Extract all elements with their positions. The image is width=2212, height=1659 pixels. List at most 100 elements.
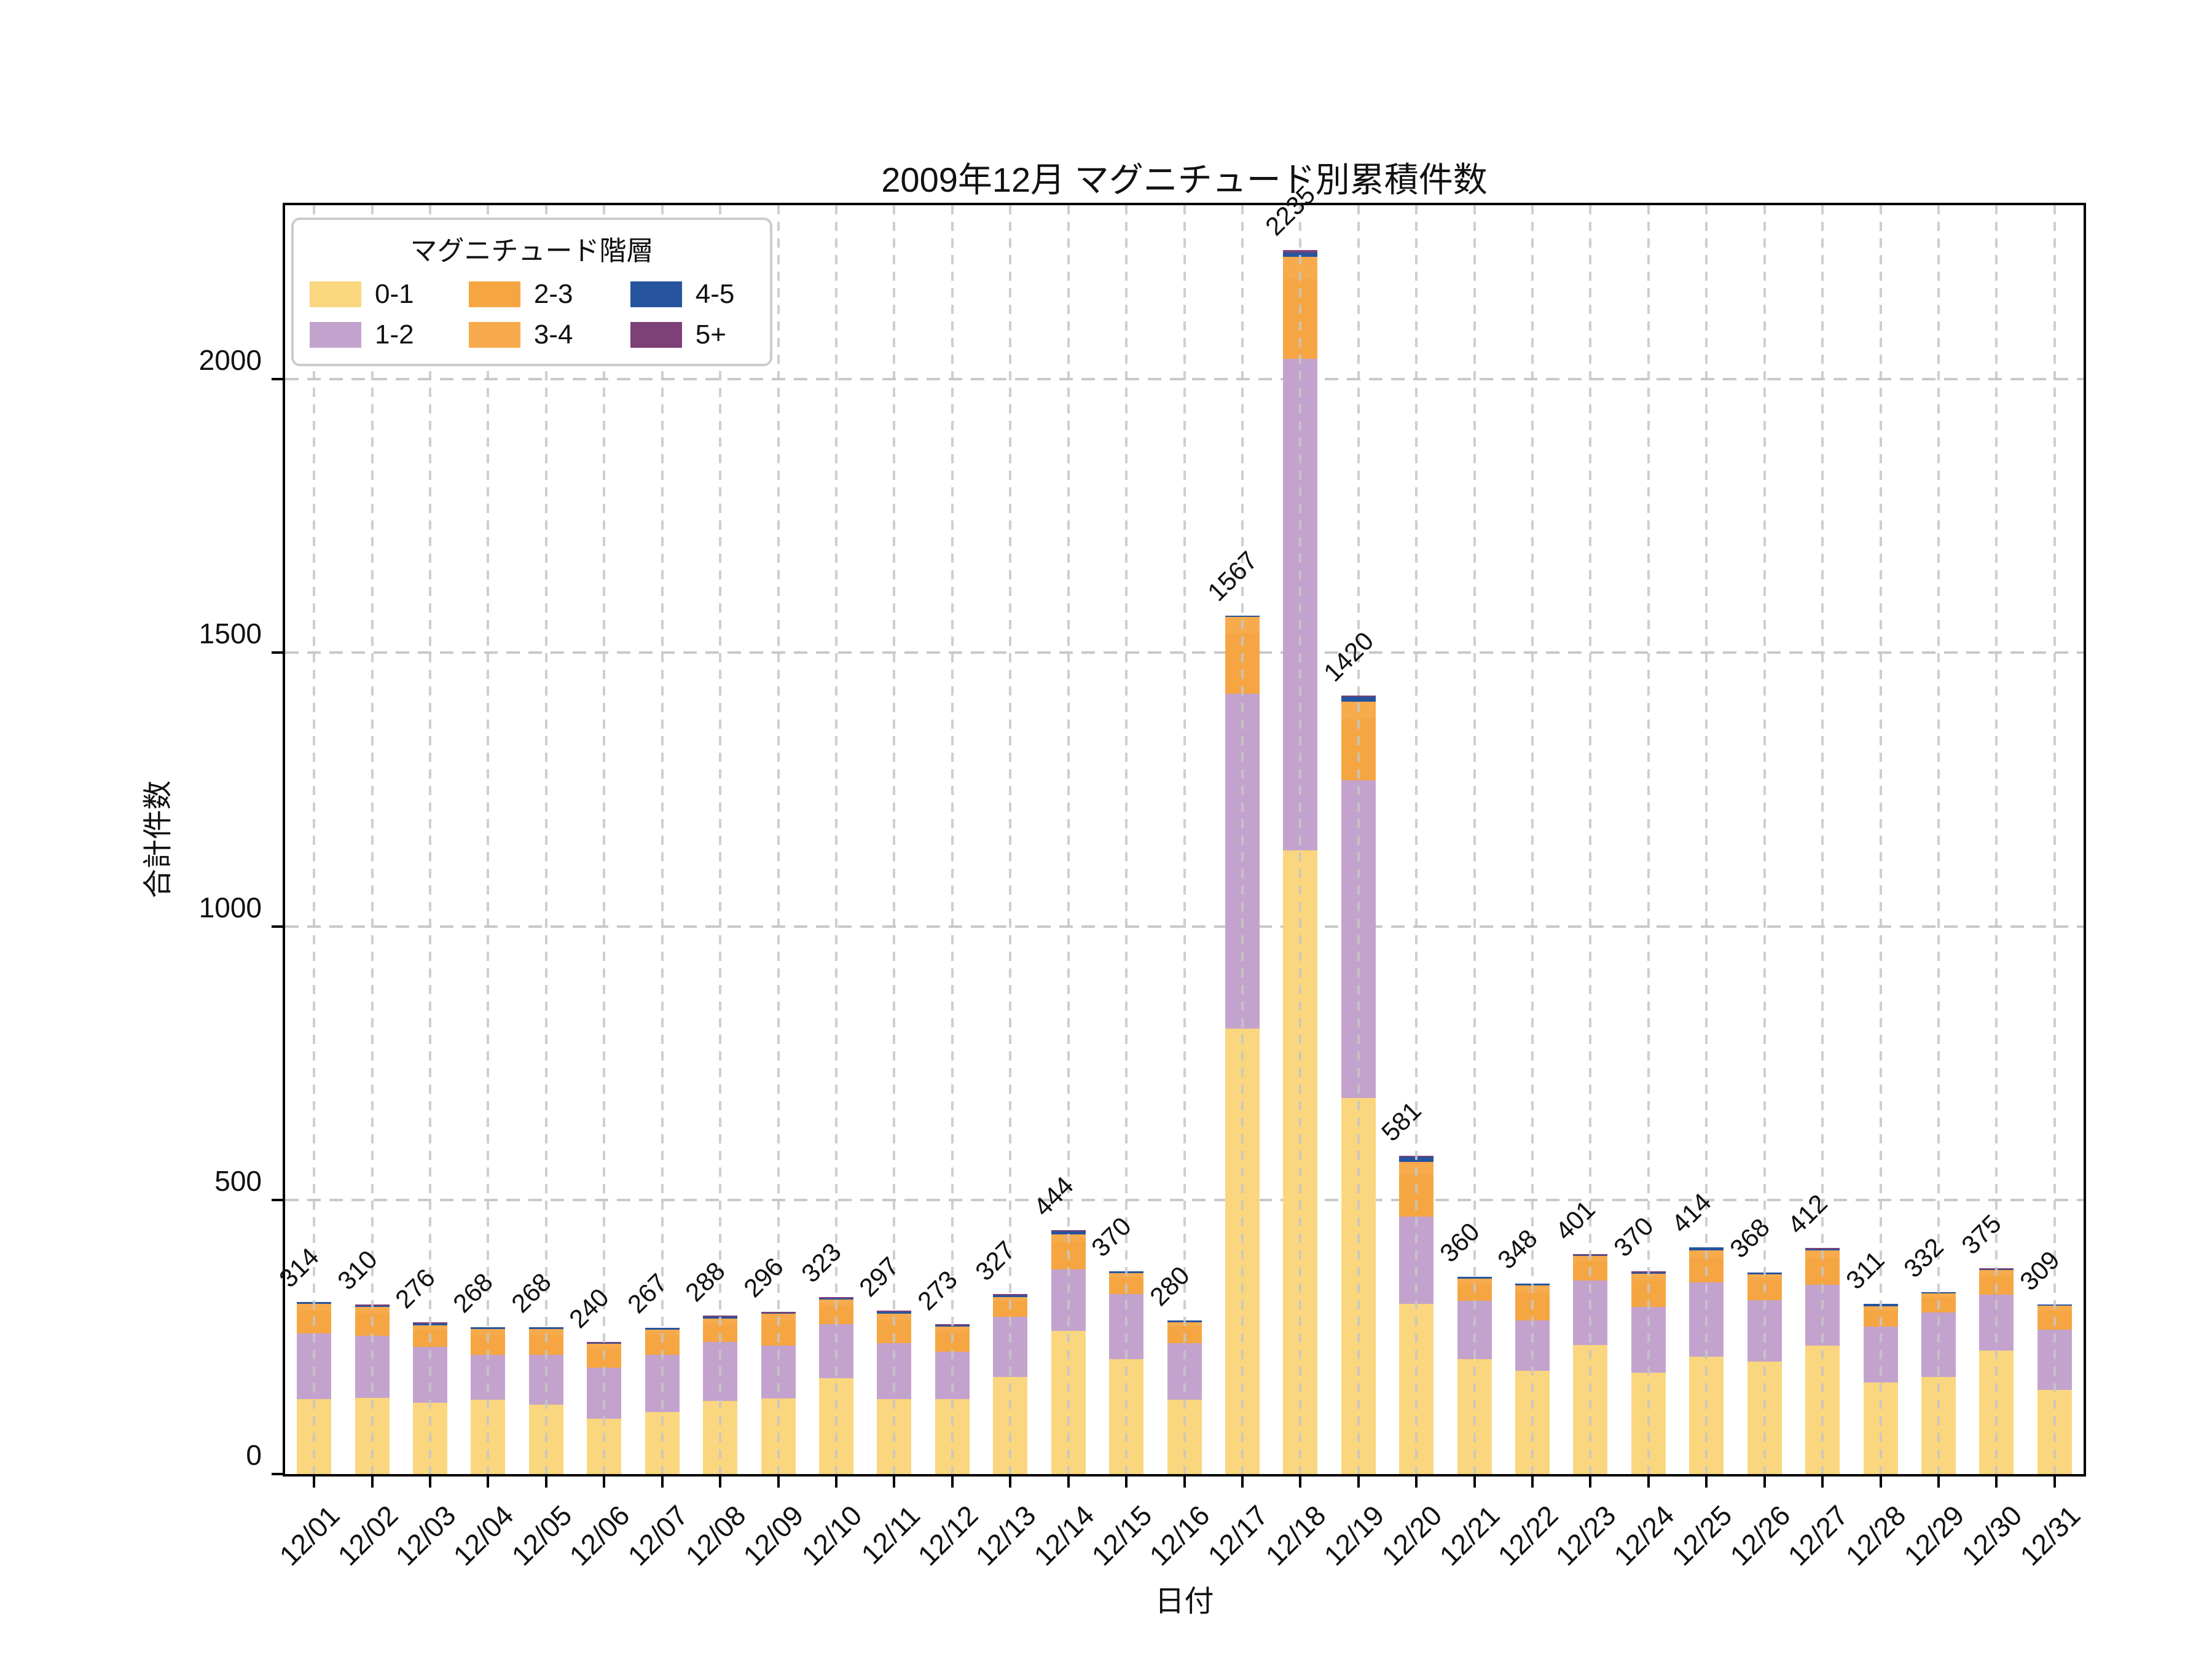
y-axis-title: 合計件数 — [142, 780, 175, 899]
x-tick-mark — [777, 1474, 780, 1488]
legend-item-4-5: 4-5 — [630, 279, 770, 310]
y-tick-mark — [272, 1473, 285, 1475]
legend-grid: 0-1 1-2 2-3 3-4 4-5 5+ — [294, 279, 770, 350]
legend-swatch-icon — [630, 281, 682, 307]
legend-swatch-icon — [468, 281, 520, 307]
legend-label: 5+ — [695, 320, 726, 350]
x-tick-mark — [1415, 1474, 1418, 1488]
chart-title: 2009年12月 マグニチュード別累積件数 — [881, 160, 1488, 199]
x-tick-mark — [1067, 1474, 1070, 1488]
legend-swatch-icon — [630, 322, 682, 348]
legend-label: 2-3 — [533, 279, 573, 309]
vertical-gridline — [1473, 205, 1476, 1474]
vertical-gridline — [2053, 205, 2056, 1474]
vertical-gridline — [429, 205, 432, 1474]
x-tick-mark — [661, 1474, 664, 1488]
vertical-gridline — [603, 205, 606, 1474]
legend-swatch-icon — [310, 322, 361, 348]
legend-label: 4-5 — [695, 279, 735, 309]
legend-item-0-1: 0-1 — [310, 279, 469, 310]
vertical-gridline — [1009, 205, 1012, 1474]
x-tick-mark — [1647, 1474, 1650, 1488]
y-tick-label: 2000 — [198, 343, 262, 376]
y-tick-mark — [272, 377, 285, 380]
x-tick-mark — [1995, 1474, 1998, 1488]
x-tick-mark — [1357, 1474, 1360, 1488]
vertical-gridline — [1241, 205, 1244, 1474]
x-tick-mark — [1299, 1474, 1302, 1488]
x-tick-mark — [544, 1474, 547, 1488]
legend-title: マグニチュード階層 — [410, 236, 654, 266]
legend-swatch-icon — [468, 322, 520, 348]
x-tick-mark — [487, 1474, 490, 1488]
legend-item-3-4: 3-4 — [468, 320, 630, 350]
vertical-gridline — [1995, 205, 1998, 1474]
legend-column: 2-3 3-4 — [468, 279, 630, 350]
vertical-gridline — [719, 205, 722, 1474]
x-tick-mark — [313, 1474, 316, 1488]
x-tick-mark — [1821, 1474, 1824, 1488]
x-tick-mark — [719, 1474, 722, 1488]
vertical-gridline — [834, 205, 837, 1474]
x-tick-mark — [1473, 1474, 1476, 1488]
vertical-gridline — [1647, 205, 1650, 1474]
x-tick-mark — [1763, 1474, 1766, 1488]
vertical-gridline — [1299, 205, 1302, 1474]
vertical-gridline — [1125, 205, 1128, 1474]
legend-item-1-2: 1-2 — [310, 320, 469, 350]
legend-column: 0-1 1-2 — [310, 279, 469, 350]
vertical-gridline — [1879, 205, 1882, 1474]
vertical-gridline — [1705, 205, 1708, 1474]
vertical-gridline — [1357, 205, 1360, 1474]
legend-swatch-icon — [310, 281, 361, 307]
legend-item-5+: 5+ — [630, 320, 770, 350]
y-tick-mark — [272, 651, 285, 654]
x-tick-mark — [893, 1474, 896, 1488]
y-tick-label: 1000 — [198, 891, 262, 924]
x-tick-mark — [1937, 1474, 1940, 1488]
x-tick-mark — [1009, 1474, 1012, 1488]
vertical-gridline — [777, 205, 780, 1474]
x-axis-title: 日付 — [1155, 1585, 1214, 1618]
x-tick-mark — [371, 1474, 374, 1488]
x-tick-mark — [1241, 1474, 1244, 1488]
x-tick-mark — [1531, 1474, 1534, 1488]
vertical-gridline — [544, 205, 547, 1474]
vertical-gridline — [313, 205, 316, 1474]
vertical-gridline — [1821, 205, 1824, 1474]
y-tick-label: 500 — [214, 1165, 262, 1198]
x-tick-mark — [1705, 1474, 1708, 1488]
vertical-gridline — [1763, 205, 1766, 1474]
vertical-gridline — [1937, 205, 1940, 1474]
x-tick-mark — [2053, 1474, 2056, 1488]
y-tick-label: 1500 — [198, 618, 262, 650]
plot-area: マグニチュード階層 0-1 1-2 2-3 3-4 4-5 5+ 0 500 1000 1500… — [198, 180, 2087, 1572]
vertical-gridline — [1067, 205, 1070, 1474]
y-tick-label: 0 — [246, 1439, 262, 1471]
x-tick-mark — [429, 1474, 432, 1488]
vertical-gridline — [371, 205, 374, 1474]
legend-column: 4-5 5+ — [630, 279, 770, 350]
legend-label: 0-1 — [375, 279, 414, 309]
vertical-gridline — [1415, 205, 1418, 1474]
x-tick-mark — [834, 1474, 837, 1488]
x-tick-mark — [1183, 1474, 1186, 1488]
legend-label: 1-2 — [375, 320, 414, 350]
y-tick-mark — [272, 925, 285, 928]
x-tick-mark — [1125, 1474, 1128, 1488]
x-tick-mark — [603, 1474, 606, 1488]
y-tick-mark — [272, 1199, 285, 1202]
vertical-gridline — [951, 205, 954, 1474]
legend-item-2-3: 2-3 — [468, 279, 630, 310]
legend-box: マグニチュード階層 0-1 1-2 2-3 3-4 4-5 5+ — [291, 218, 772, 366]
x-tick-mark — [951, 1474, 954, 1488]
x-tick-mark — [1879, 1474, 1882, 1488]
vertical-gridline — [1531, 205, 1534, 1474]
legend-label: 3-4 — [533, 320, 573, 350]
vertical-gridline — [1183, 205, 1186, 1474]
vertical-gridline — [487, 205, 490, 1474]
vertical-gridline — [1589, 205, 1592, 1474]
vertical-gridline — [893, 205, 896, 1474]
x-tick-mark — [1589, 1474, 1592, 1488]
